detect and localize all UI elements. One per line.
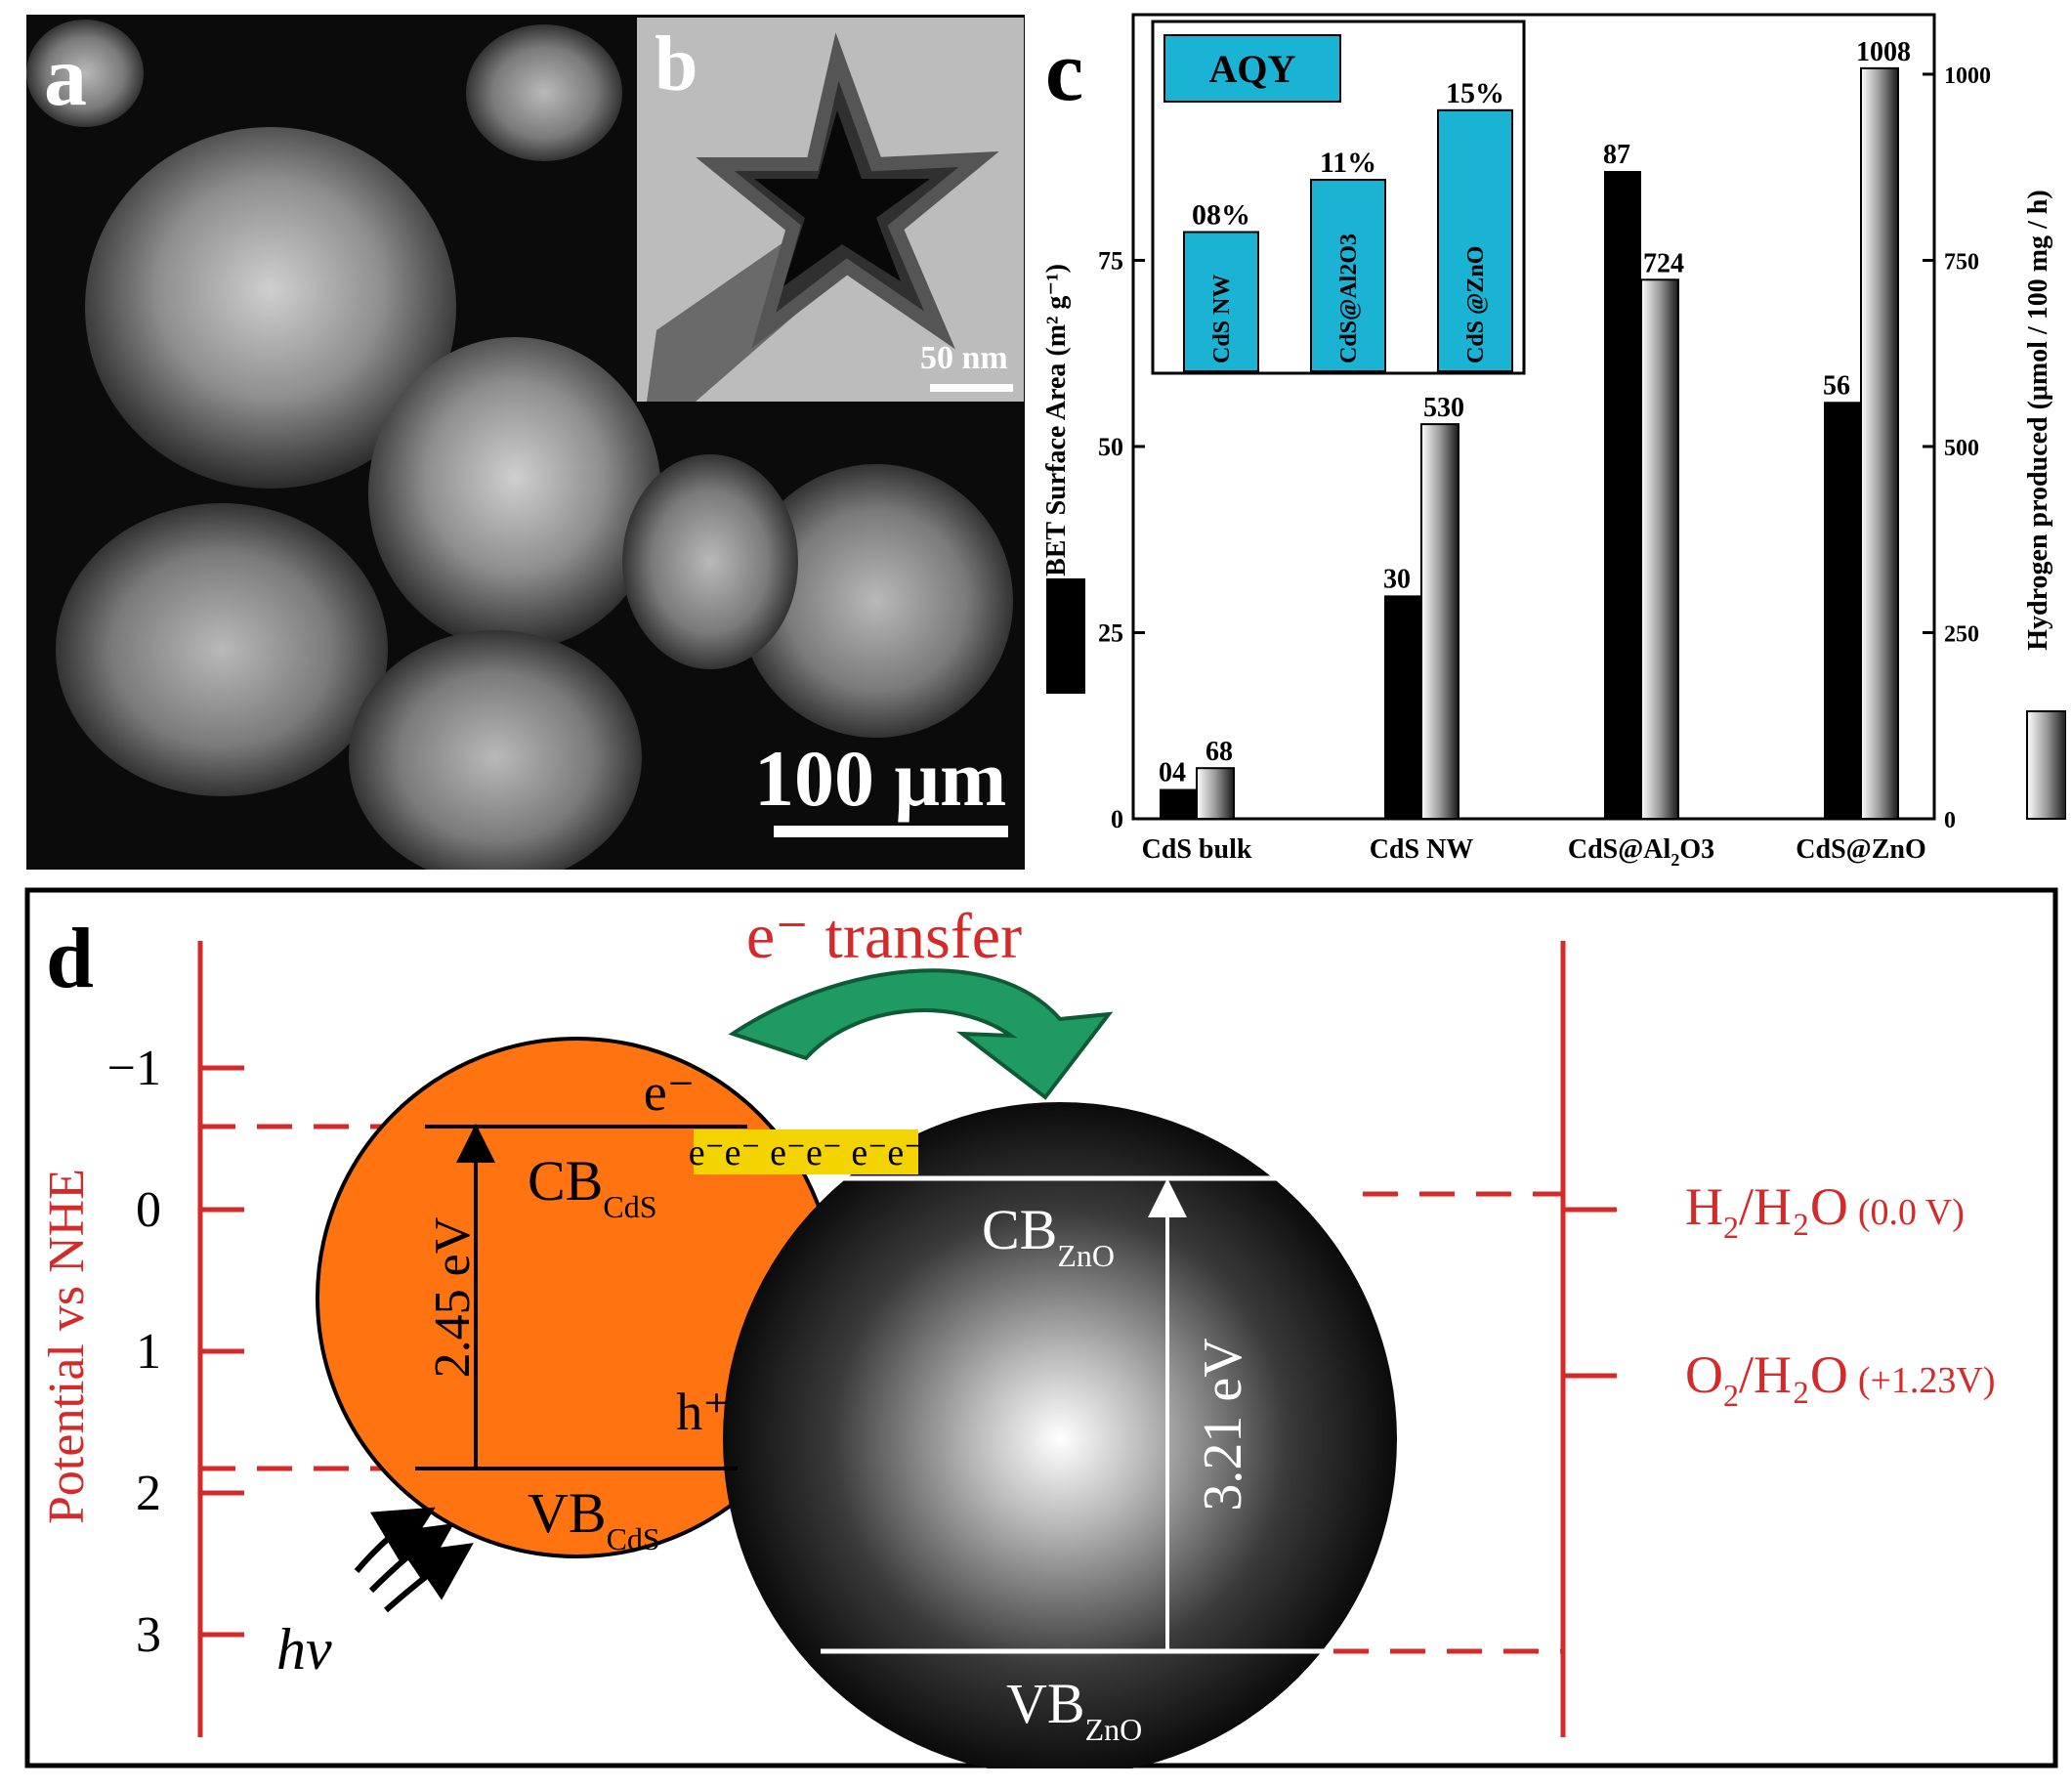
bar-hydrogen bbox=[1420, 423, 1459, 820]
bar-bet bbox=[1384, 595, 1421, 819]
microflower bbox=[466, 24, 622, 161]
y-right-tick-label: 0 bbox=[1944, 808, 1956, 833]
electron-strip: e⁻e⁻ e⁻e⁻ e⁻e⁻ bbox=[689, 1132, 924, 1173]
bar-bet bbox=[1160, 788, 1197, 819]
panel-d-band-diagram: Potential vs NHE −1 0 1 2 3 e⁻ transfer … bbox=[24, 887, 2058, 1776]
legend-swatch-hydrogen bbox=[2026, 710, 2067, 820]
category-label: CdS@ZnO bbox=[1796, 834, 1925, 865]
zno-cb-label: CBZnO bbox=[982, 1198, 1115, 1273]
data-label-bet: 56 bbox=[1823, 370, 1850, 401]
inset-bar-category: CdS@Al2O3 bbox=[1336, 234, 1362, 363]
zno-particle bbox=[723, 1102, 1397, 1776]
bar-hydrogen bbox=[1860, 66, 1899, 821]
inset-bar-category: CdS @ZnO bbox=[1463, 246, 1489, 363]
potential-axis-label: Potential vs NHE bbox=[39, 1169, 95, 1524]
transfer-title: e⁻ transfer bbox=[746, 901, 1022, 972]
data-label-bet: 30 bbox=[1383, 564, 1411, 594]
data-label-bet: 04 bbox=[1159, 758, 1186, 788]
zno-gap-label: 3.21 eV bbox=[1193, 1338, 1253, 1511]
electron-strip-bg bbox=[694, 1129, 918, 1174]
band-diagram-svg: Potential vs NHE −1 0 1 2 3 e⁻ transfer … bbox=[24, 887, 2058, 1776]
potential-axis bbox=[197, 941, 244, 1737]
bar-bet bbox=[1604, 171, 1641, 819]
microflower bbox=[56, 503, 388, 796]
microflower bbox=[85, 127, 456, 489]
inset-title: AQY bbox=[1209, 47, 1296, 91]
y-right-tick-label: 500 bbox=[1944, 436, 1979, 461]
y-left-tick-label: 25 bbox=[1098, 618, 1123, 647]
scale-bar-label-b: 50 nm bbox=[920, 340, 1008, 376]
microflower bbox=[26, 20, 144, 127]
electron-label: e⁻ bbox=[644, 1063, 695, 1122]
nanostar-core bbox=[754, 110, 930, 286]
redox-o2-label: O2/H₂O (+1.23V) bbox=[1685, 1345, 1996, 1413]
y-left-tick-label: 75 bbox=[1098, 246, 1123, 275]
inset-bar-category: CdS NW bbox=[1209, 275, 1235, 363]
data-label-hydrogen: 68 bbox=[1205, 737, 1233, 767]
inset-bar-label: 11% bbox=[1320, 147, 1376, 179]
light-label: hv bbox=[276, 1617, 332, 1682]
inset-title-box bbox=[1163, 34, 1341, 103]
inset-bar-label: 08% bbox=[1192, 199, 1250, 232]
tick-label: 2 bbox=[136, 1466, 161, 1521]
y-right-tick-label: 1000 bbox=[1944, 64, 1991, 89]
panel-label-b: b bbox=[655, 21, 698, 107]
y-left-tick-label: 0 bbox=[1111, 805, 1123, 833]
hole-label: h⁺ bbox=[676, 1383, 731, 1441]
redox-h2-label: H2/H₂O (0.0 V) bbox=[1685, 1177, 1965, 1245]
y-right-axis-title: Hydrogen produced (μmol / 100 mg / h) bbox=[2023, 190, 2053, 650]
panel-c-bar-chart: 0 25 50 75 0 250 500 750 1000 BET Surface Area (m… bbox=[1031, 10, 2067, 870]
data-label-bet: 87 bbox=[1603, 140, 1630, 170]
tick-label: −1 bbox=[107, 1041, 161, 1096]
redox-axis bbox=[1560, 941, 1617, 1737]
scale-bar-line-b bbox=[930, 384, 1013, 392]
tem-image bbox=[637, 18, 1024, 402]
tick-label: 0 bbox=[136, 1182, 161, 1238]
cds-gap-label: 2.45 eV bbox=[425, 1217, 481, 1379]
category-label: CdS bulk bbox=[1142, 834, 1252, 865]
inset-bar bbox=[1183, 231, 1259, 372]
bar-bet bbox=[1824, 402, 1861, 819]
inset-bar bbox=[1310, 179, 1386, 372]
y-right-tick-label: 750 bbox=[1944, 249, 1979, 275]
category-label: CdS@Al2O3 bbox=[1568, 834, 1714, 870]
scale-bar-label-a: 100 μm bbox=[754, 734, 1007, 823]
y-left-axis-title: BET Surface Area (m² g⁻¹) bbox=[1041, 264, 1072, 576]
legend-swatch-bet bbox=[1046, 578, 1085, 694]
panel-label-a: a bbox=[44, 29, 87, 124]
bar-hydrogen bbox=[1640, 278, 1679, 821]
panel-label-d: d bbox=[46, 912, 94, 1006]
cds-cb-label: CBCdS bbox=[528, 1149, 657, 1224]
tick-label: 3 bbox=[136, 1607, 161, 1663]
inset-bar-label: 15% bbox=[1446, 77, 1504, 109]
data-label-hydrogen: 530 bbox=[1423, 393, 1464, 423]
microflower bbox=[349, 630, 642, 870]
light-arrows bbox=[354, 1507, 474, 1613]
cds-vb-label: VBCdS bbox=[528, 1481, 660, 1556]
panel-label-c: c bbox=[1045, 24, 1084, 119]
inset-bar bbox=[1437, 108, 1513, 372]
microflower bbox=[368, 337, 661, 650]
data-label-hydrogen: 1008 bbox=[1856, 37, 1911, 67]
tick-label: 1 bbox=[136, 1324, 161, 1380]
electron-transfer-arrow bbox=[728, 968, 1114, 1100]
data-label-hydrogen: 724 bbox=[1643, 248, 1684, 278]
panel-b-tem-image: b 50 nm bbox=[637, 18, 1024, 402]
plot-frame bbox=[1131, 13, 1936, 821]
y-left-tick-label: 50 bbox=[1098, 433, 1123, 461]
y-right-tick-label: 250 bbox=[1944, 621, 1979, 647]
bar-hydrogen bbox=[1196, 767, 1235, 820]
microflower bbox=[740, 464, 1013, 738]
microflower bbox=[622, 454, 798, 669]
scale-bar-line bbox=[774, 826, 1008, 837]
zno-vb-label: VBZnO bbox=[1006, 1672, 1142, 1747]
category-label: CdS NW bbox=[1370, 834, 1474, 865]
